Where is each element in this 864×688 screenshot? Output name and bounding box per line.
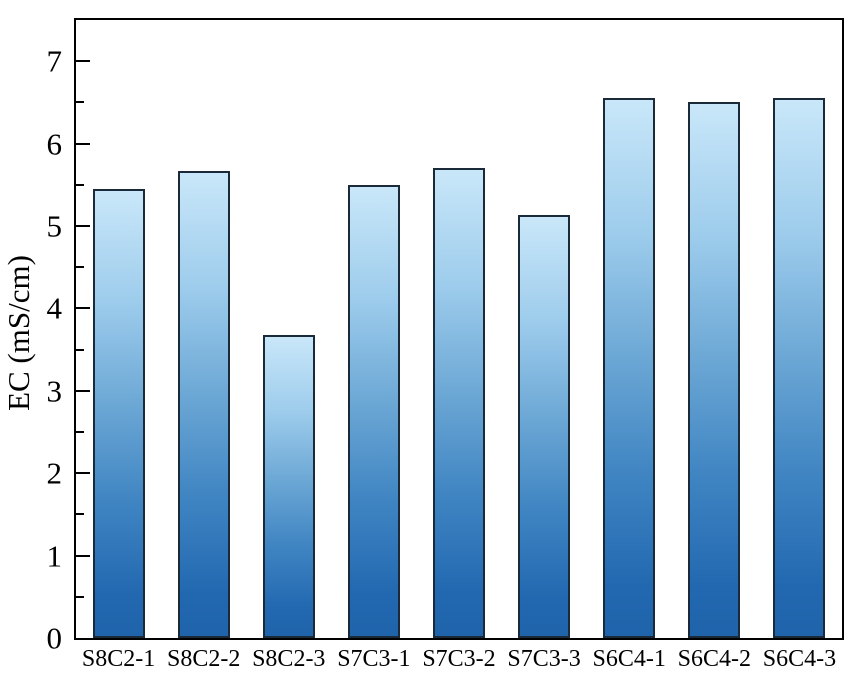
y-tick-label: 7 xyxy=(46,43,63,79)
y-major-tick xyxy=(76,389,90,392)
bar-s6c4-3 xyxy=(773,98,826,638)
y-tick-label: 5 xyxy=(46,208,63,244)
y-tick-label: 3 xyxy=(46,373,63,409)
plot-area xyxy=(74,18,844,640)
y-major-tick xyxy=(76,554,90,557)
y-minor-tick xyxy=(76,101,84,104)
y-major-tick xyxy=(76,60,90,63)
y-tick-label: 1 xyxy=(46,538,63,574)
bar-s8c2-3 xyxy=(262,334,315,638)
y-minor-tick xyxy=(76,183,84,186)
x-category-label: S6C4-2 xyxy=(677,646,752,672)
x-category-label: S6C4-1 xyxy=(592,646,666,672)
bar-s8c2-2 xyxy=(177,170,230,638)
y-minor-tick xyxy=(76,595,84,598)
y-tick-label: 2 xyxy=(46,455,63,491)
bar-s8c2-1 xyxy=(92,188,145,638)
x-category-label: S8C2-1 xyxy=(81,646,156,672)
x-category-label: S8C2-3 xyxy=(252,646,326,672)
x-category-label: S7C3-3 xyxy=(507,646,581,672)
bar-s7c3-3 xyxy=(518,215,571,638)
y-major-tick xyxy=(76,307,90,310)
y-minor-tick xyxy=(76,348,84,351)
y-minor-tick xyxy=(76,513,84,516)
y-major-tick xyxy=(76,142,90,145)
y-tick-label: 4 xyxy=(46,290,63,326)
x-category-label: S6C4-3 xyxy=(762,646,837,672)
y-major-tick xyxy=(76,225,90,227)
y-major-tick xyxy=(76,472,90,475)
bar-s7c3-1 xyxy=(347,184,400,638)
y-tick-label: 6 xyxy=(46,126,63,162)
bar-s6c4-1 xyxy=(603,98,656,638)
y-minor-tick xyxy=(76,431,84,433)
x-category-label: S7C3-1 xyxy=(337,646,411,672)
y-minor-tick xyxy=(76,266,84,269)
y-tick-label: 0 xyxy=(46,620,63,656)
x-category-label: S8C2-2 xyxy=(166,646,241,672)
x-category-label: S7C3-2 xyxy=(422,646,496,672)
bar-s6c4-2 xyxy=(688,102,741,638)
bar-s7c3-2 xyxy=(433,167,485,638)
